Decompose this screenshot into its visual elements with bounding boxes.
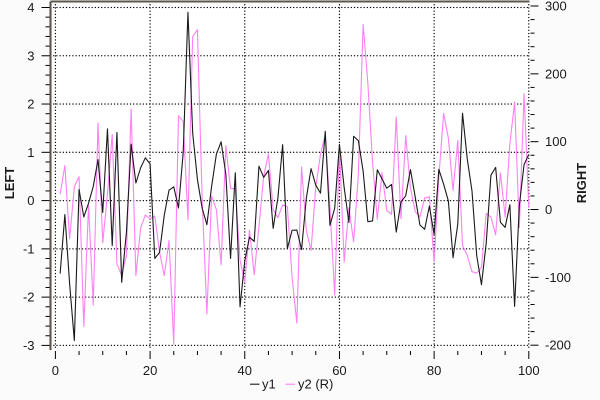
svg-text:-200: -200 xyxy=(545,338,571,353)
svg-text:100: 100 xyxy=(518,363,540,378)
svg-text:2: 2 xyxy=(27,97,34,112)
svg-text:-2: -2 xyxy=(23,290,35,305)
svg-text:y1: y1 xyxy=(262,377,276,392)
svg-text:20: 20 xyxy=(143,363,157,378)
svg-text:0: 0 xyxy=(52,363,59,378)
svg-text:40: 40 xyxy=(238,363,252,378)
svg-text:4: 4 xyxy=(27,0,34,15)
svg-text:-3: -3 xyxy=(23,338,35,353)
svg-text:80: 80 xyxy=(427,363,441,378)
svg-text:300: 300 xyxy=(545,0,567,14)
svg-text:3: 3 xyxy=(27,48,34,63)
svg-text:-100: -100 xyxy=(545,270,571,285)
svg-text:60: 60 xyxy=(332,363,346,378)
svg-text:-1: -1 xyxy=(23,241,35,256)
svg-text:1: 1 xyxy=(27,145,34,160)
svg-text:RIGHT: RIGHT xyxy=(574,163,589,204)
svg-text:y2 (R): y2 (R) xyxy=(298,377,333,392)
svg-text:100: 100 xyxy=(545,134,567,149)
svg-text:0: 0 xyxy=(545,202,552,217)
svg-text:LEFT: LEFT xyxy=(2,167,17,200)
svg-text:0: 0 xyxy=(27,193,34,208)
svg-text:200: 200 xyxy=(545,66,567,81)
